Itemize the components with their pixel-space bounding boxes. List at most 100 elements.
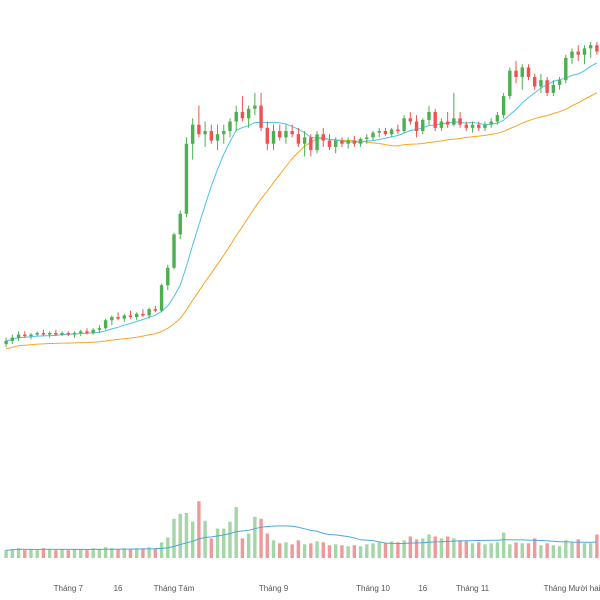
candle bbox=[184, 137, 189, 217]
candle bbox=[103, 318, 108, 330]
volume-bar bbox=[315, 541, 319, 558]
candle bbox=[209, 124, 214, 144]
volume-bar bbox=[203, 520, 207, 558]
volume-bar bbox=[564, 540, 568, 558]
volume-ma-line bbox=[6, 525, 597, 551]
volume-bar bbox=[147, 547, 151, 558]
volume-bar bbox=[103, 547, 108, 558]
ma-fast-line bbox=[5, 62, 598, 342]
candle-body bbox=[222, 131, 226, 135]
volume-bar bbox=[116, 549, 120, 558]
candle bbox=[421, 118, 425, 135]
x-axis: Tháng 7 16 Tháng Tám Tháng 9 Tháng 10 16 Tháng… bbox=[54, 584, 600, 593]
candle-body bbox=[365, 137, 369, 139]
candle-body bbox=[66, 332, 71, 335]
candle bbox=[302, 131, 307, 157]
candle-body bbox=[54, 332, 58, 335]
candle-body bbox=[197, 124, 201, 135]
volume-bar bbox=[302, 544, 307, 558]
candle-body bbox=[110, 317, 114, 321]
volume-bar bbox=[532, 538, 537, 558]
candle bbox=[271, 124, 276, 151]
volume-bar bbox=[551, 545, 556, 558]
candle bbox=[402, 115, 406, 133]
volume-bar bbox=[215, 528, 220, 558]
volume-bar bbox=[72, 549, 77, 558]
volume-bar bbox=[501, 532, 506, 558]
volume-bar bbox=[408, 536, 413, 558]
volume-bar bbox=[141, 548, 145, 558]
candle-body bbox=[570, 51, 574, 58]
candle-body bbox=[60, 332, 64, 335]
candle-body bbox=[371, 132, 375, 138]
candle bbox=[346, 137, 350, 149]
candle bbox=[159, 283, 164, 313]
candle-body bbox=[452, 118, 456, 125]
volume-bar bbox=[452, 538, 456, 558]
candle-body bbox=[240, 111, 245, 119]
candle bbox=[35, 331, 39, 337]
candle-body bbox=[495, 115, 500, 122]
candle bbox=[197, 105, 201, 138]
candle-body bbox=[352, 140, 357, 144]
volume-bar bbox=[539, 545, 543, 558]
candle bbox=[215, 124, 220, 151]
volume-bar bbox=[588, 543, 593, 558]
candle-body bbox=[215, 134, 220, 141]
volume-bar bbox=[402, 540, 406, 558]
candle bbox=[333, 137, 338, 154]
volume-bar bbox=[35, 550, 39, 558]
candle-body bbox=[4, 340, 8, 345]
volume-bar bbox=[4, 550, 8, 558]
candle bbox=[222, 124, 226, 144]
candle bbox=[60, 331, 64, 337]
candle-layer bbox=[4, 42, 599, 348]
candle-body bbox=[340, 140, 344, 144]
candle bbox=[383, 127, 388, 136]
candle-body bbox=[10, 337, 15, 341]
volume-bar bbox=[439, 538, 444, 558]
candle-body bbox=[234, 111, 238, 122]
candle-body bbox=[284, 131, 288, 138]
volume-bar bbox=[545, 543, 549, 558]
candle-body bbox=[414, 121, 419, 132]
candle bbox=[489, 118, 493, 128]
candle bbox=[66, 331, 71, 337]
volume-bar bbox=[54, 550, 58, 558]
candle bbox=[41, 329, 46, 337]
candle bbox=[340, 137, 344, 147]
candle-body bbox=[483, 124, 487, 128]
candle-body bbox=[445, 121, 450, 125]
volume-bar bbox=[377, 542, 381, 558]
candle-body bbox=[377, 131, 381, 133]
candle bbox=[414, 115, 419, 138]
candle bbox=[29, 332, 33, 340]
candle bbox=[483, 121, 487, 132]
candle-body bbox=[508, 70, 512, 97]
candle bbox=[309, 134, 313, 157]
candle bbox=[396, 124, 400, 135]
candle-body bbox=[433, 111, 437, 128]
candle-body bbox=[47, 332, 52, 335]
volume-bar bbox=[526, 543, 531, 558]
candle bbox=[501, 92, 506, 119]
candle-body bbox=[147, 309, 151, 316]
volume-bar bbox=[346, 546, 350, 558]
candle bbox=[352, 135, 357, 147]
candle bbox=[178, 210, 182, 240]
volume-bar bbox=[253, 516, 257, 558]
volume-bar bbox=[271, 540, 276, 558]
candle bbox=[564, 54, 568, 84]
volume-bar bbox=[16, 548, 21, 558]
x-tick-label: Tháng 7 bbox=[54, 584, 84, 593]
candle bbox=[595, 42, 599, 55]
candle bbox=[495, 111, 500, 125]
candle-body bbox=[526, 67, 531, 77]
candle bbox=[79, 329, 83, 337]
volume-bar bbox=[595, 534, 599, 558]
candle-body bbox=[545, 80, 549, 93]
candle bbox=[458, 111, 462, 128]
candle-body bbox=[159, 285, 164, 311]
candle bbox=[91, 328, 95, 335]
